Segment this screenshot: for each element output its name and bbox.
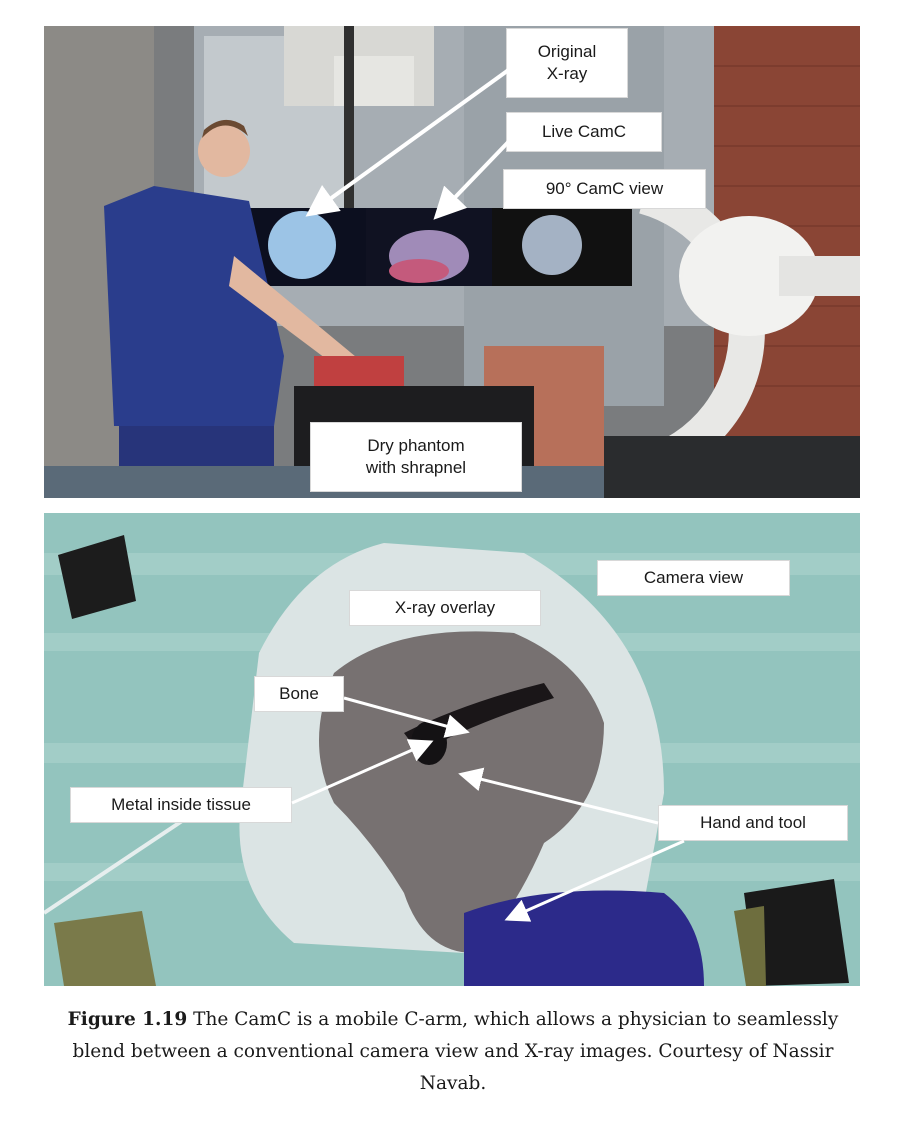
bottom-photo: Camera view X-ray overlay Bone Metal ins… <box>44 513 860 986</box>
caption-text: The CamC is a mobile C-arm, which allows… <box>72 1009 839 1094</box>
label-hand-and-tool: Hand and tool <box>658 805 848 841</box>
arrow-original-xray <box>305 64 516 217</box>
label-live-camc: Live CamC <box>506 112 662 152</box>
label-metal-inside-tissue: Metal inside tissue <box>70 787 292 823</box>
label-bone: Bone <box>254 676 344 712</box>
top-arrows <box>305 64 516 220</box>
label-original-xray: Original X-ray <box>506 28 628 98</box>
label-90-camc-view: 90° CamC view <box>503 169 706 209</box>
arrow-live-camc <box>433 134 516 220</box>
bottom-arrows <box>291 696 685 922</box>
arrow-tool <box>504 839 685 922</box>
figure-caption: Figure 1.19 The CamC is a mobile C-arm, … <box>40 1004 866 1100</box>
label-camera-view: Camera view <box>597 560 790 596</box>
top-photo: Original X-ray Live CamC 90° CamC view D… <box>44 26 860 498</box>
label-xray-overlay: X-ray overlay <box>349 590 541 626</box>
arrow-hand <box>458 767 659 825</box>
arrow-metal <box>291 739 434 805</box>
arrow-bone <box>343 696 470 738</box>
camc-room-scene <box>44 26 860 498</box>
figure-label: Figure 1.19 <box>67 1009 188 1030</box>
label-dry-phantom: Dry phantom with shrapnel <box>310 422 522 492</box>
